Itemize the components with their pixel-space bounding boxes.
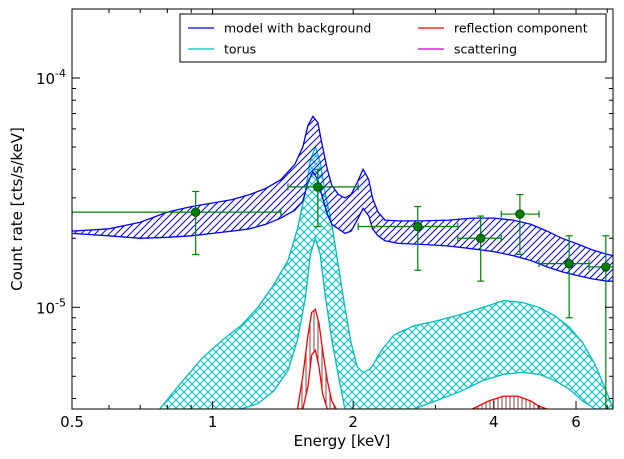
series-2-lower-line: [159, 236, 613, 409]
data-point-4: [475, 233, 486, 243]
legend-label-1: model with background: [224, 21, 371, 36]
data-point-6: [564, 258, 574, 269]
series-3-upper-line: [296, 308, 337, 409]
legend-box: [179, 13, 607, 63]
data-points: [72, 168, 613, 409]
series-1-lower-line: [72, 170, 613, 282]
series-3-lower-line: [297, 348, 337, 409]
y-axis-label: Count rate [cts/s/keV]: [8, 127, 26, 291]
axis-ticks: 0.5 1 2 4 6 10-5 10-4: [36, 9, 613, 431]
series-1-upper-line: [72, 115, 613, 257]
series-2-band-fill: [159, 147, 613, 409]
series-4-band-fill: [472, 396, 547, 409]
series-3-band-fill: [297, 309, 337, 409]
y-tick-label-2: 10-4: [36, 67, 66, 88]
series-bands: [72, 115, 613, 409]
data-point-7: [601, 262, 611, 272]
data-point-2: [313, 182, 323, 192]
plot-frame: [71, 8, 614, 410]
x-axis-label: Energy [keV]: [294, 432, 391, 450]
data-point-5: [515, 209, 525, 219]
legend-label-2: torus: [224, 42, 256, 57]
x-tick-label-3: 2: [348, 413, 358, 431]
data-point-1: [190, 207, 201, 217]
x-tick-label-1: 0.5: [60, 413, 84, 431]
y-tick-label-1: 10-5: [36, 296, 66, 317]
legend-label-4: scattering: [454, 42, 517, 57]
x-tick-label-5: 6: [571, 413, 581, 431]
x-tick-label-2: 1: [208, 413, 218, 431]
series-1-band-fill: [72, 116, 613, 282]
series-2-upper-line: [159, 145, 613, 409]
legend-label-3: reflection component: [454, 21, 588, 36]
legend: model with background torus reflection com…: [179, 13, 607, 63]
data-point-3: [413, 221, 423, 232]
x-tick-label-4: 4: [489, 413, 499, 431]
